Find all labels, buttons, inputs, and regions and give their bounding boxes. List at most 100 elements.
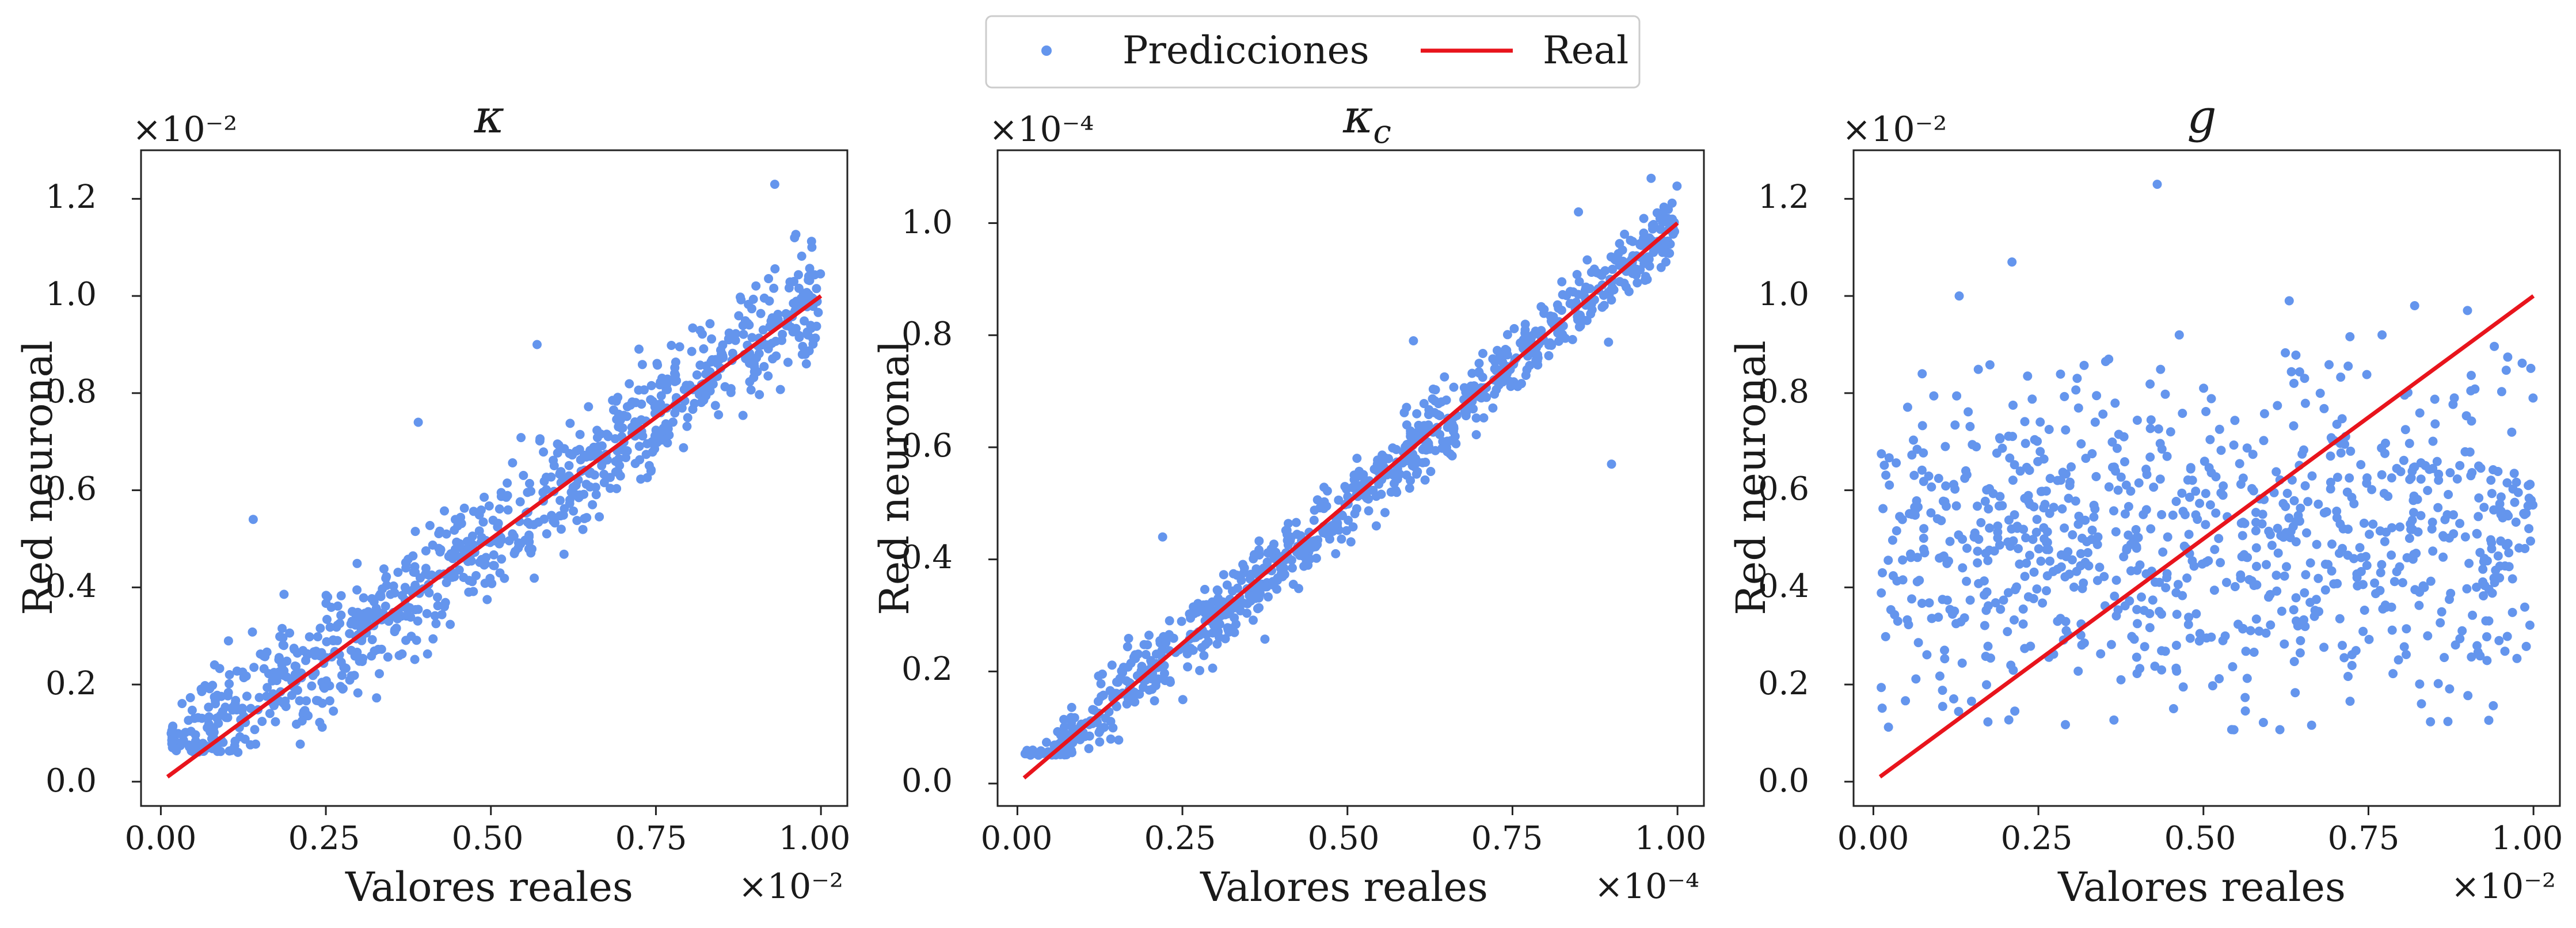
legend-label-real: Real (1543, 28, 1628, 73)
data-point (2216, 488, 2226, 498)
data-point (2160, 389, 2170, 399)
data-point (1995, 540, 2004, 550)
data-point (1877, 449, 1886, 459)
ytick-label: 1.0 (1758, 276, 1809, 313)
data-point (2131, 525, 2141, 534)
data-point (2146, 415, 2156, 425)
data-point (1144, 630, 1154, 640)
data-point (2233, 619, 2243, 629)
data-point (329, 706, 338, 716)
data-point (2258, 509, 2267, 519)
data-point (1319, 482, 1329, 492)
data-point (2305, 598, 2315, 607)
data-point (2359, 518, 2369, 528)
data-point (2299, 445, 2308, 455)
data-point (1098, 670, 1107, 679)
data-point (2526, 536, 2535, 546)
ytick-label: 0.2 (1758, 665, 1809, 702)
data-point (1983, 641, 1993, 651)
data-point (759, 362, 769, 371)
ytick-labels-kappa: 0.0 0.2 0.4 0.6 0.8 1.0 1.2 (45, 178, 97, 800)
data-point (1522, 365, 1532, 375)
data-point (738, 410, 748, 420)
data-point (2266, 530, 2275, 539)
data-point (1877, 683, 1886, 693)
data-point (525, 478, 534, 488)
data-point (613, 393, 623, 402)
data-point (1344, 515, 1353, 525)
data-point (2446, 588, 2456, 598)
data-point (2495, 561, 2505, 571)
data-point (2008, 400, 2018, 410)
data-point (2281, 348, 2290, 357)
data-point (2261, 628, 2271, 638)
data-point (208, 680, 218, 690)
data-point (1107, 660, 1117, 670)
data-point (265, 709, 275, 718)
xtick-label: 1.00 (779, 820, 851, 857)
data-point (1380, 508, 1390, 518)
data-point (2191, 510, 2201, 520)
data-point (588, 500, 598, 509)
data-point (1084, 744, 1094, 754)
data-point (1878, 568, 1887, 577)
data-point (397, 649, 407, 659)
data-point (1973, 501, 1982, 511)
data-point (1331, 549, 1341, 558)
data-point (1582, 255, 1592, 265)
data-point (2206, 394, 2216, 404)
data-point (2525, 621, 2535, 630)
data-point (1981, 652, 1991, 661)
data-point (714, 410, 724, 420)
data-point (1901, 696, 1911, 706)
data-point (1922, 650, 1932, 660)
data-point (1573, 290, 1583, 299)
data-point (1656, 263, 1666, 272)
data-point (2249, 648, 2259, 657)
data-point (478, 517, 488, 527)
data-point (2038, 598, 2048, 608)
data-point (591, 482, 600, 492)
data-point (615, 471, 625, 481)
data-point (2220, 631, 2230, 641)
data-point (367, 635, 377, 645)
data-point (2195, 499, 2205, 508)
data-point (1035, 747, 1045, 756)
data-point (769, 283, 779, 293)
data-point (764, 296, 774, 306)
data-point (2018, 619, 2028, 629)
data-point (389, 581, 398, 591)
data-point (739, 329, 748, 339)
data-point (2248, 450, 2258, 459)
data-point (1622, 282, 1631, 292)
data-point (2003, 588, 2013, 598)
data-point (452, 537, 462, 547)
data-point (1212, 639, 1222, 649)
data-point (1938, 686, 1947, 695)
ytick-label: 0.0 (45, 762, 97, 800)
data-point (2273, 523, 2282, 533)
data-point (2427, 518, 2437, 527)
plot-area-g (1844, 149, 2561, 815)
data-point (2071, 496, 2080, 506)
data-point (794, 333, 804, 343)
data-point (1668, 214, 1677, 224)
data-point (1962, 470, 1972, 480)
data-point (336, 591, 346, 600)
data-point (1599, 291, 1608, 300)
xtick-labels-kappa: 0.00 0.25 0.50 0.75 1.00 (125, 820, 851, 857)
data-point (2490, 341, 2499, 351)
data-point (2201, 489, 2210, 499)
data-point (770, 264, 780, 273)
data-point (2307, 471, 2317, 481)
data-point (2475, 547, 2485, 557)
data-point (336, 610, 346, 620)
data-point (2266, 620, 2276, 630)
data-point (2133, 533, 2143, 542)
data-point (650, 444, 660, 454)
data-point (1466, 384, 1475, 394)
data-point (1965, 595, 1975, 605)
data-point (1526, 333, 1536, 343)
data-point (2395, 562, 2404, 572)
data-point (2063, 547, 2073, 557)
